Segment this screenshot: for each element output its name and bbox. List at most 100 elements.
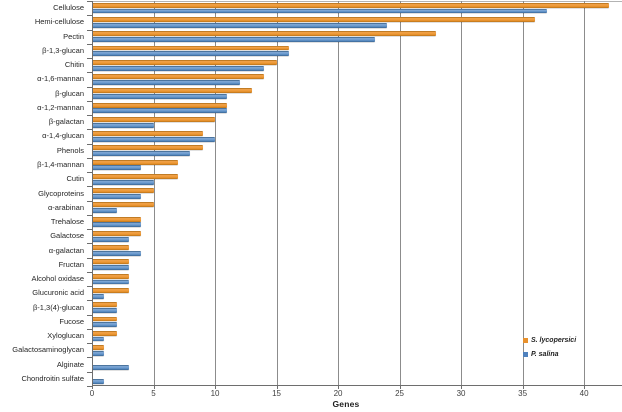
category-label: Galactose: [50, 231, 84, 241]
gridline: [276, 1, 278, 385]
category-label: Hemi-cellulose: [34, 17, 84, 27]
y-tick-mark: [87, 214, 92, 216]
y-tick-mark: [87, 271, 92, 273]
bar-s-lycopersici: [93, 302, 117, 308]
bar-s-lycopersici: [93, 216, 142, 222]
category-label: Phenols: [56, 145, 84, 155]
legend-swatch-p-salina-icon: [523, 351, 528, 357]
bar-p-salina: [93, 122, 154, 128]
category-label: Chondroitin sulfate: [21, 373, 84, 383]
bar-s-lycopersici: [93, 2, 609, 8]
y-tick-mark: [87, 129, 92, 131]
bar-p-salina: [93, 222, 142, 228]
gridline: [338, 1, 340, 385]
gridline: [215, 1, 217, 385]
legend-swatch-s-lycopersici-icon: [523, 337, 528, 343]
bar-row: [93, 129, 622, 143]
bar-row: [93, 329, 622, 343]
category-label: Fructan: [58, 259, 84, 269]
y-tick-mark: [87, 386, 92, 387]
bar-row: [93, 372, 622, 386]
category-label: Cutin: [66, 174, 84, 184]
y-tick-mark: [87, 200, 92, 202]
y-tick-mark: [87, 371, 92, 373]
x-tick-mark: [338, 386, 340, 389]
x-tick-mark: [399, 386, 401, 389]
bar-row: [93, 315, 622, 329]
y-tick-mark: [87, 29, 92, 31]
plot-area: [93, 1, 622, 386]
bar-row: [93, 186, 622, 200]
bar-row: [93, 144, 622, 158]
y-tick-mark: [87, 86, 92, 88]
category-label: Xyloglucan: [47, 331, 84, 341]
bar-p-salina: [93, 322, 117, 328]
x-tick-mark: [215, 386, 217, 389]
bar-row: [93, 272, 622, 286]
bar-row: [93, 243, 622, 257]
bar-p-salina: [93, 51, 289, 57]
bar-s-lycopersici: [93, 74, 265, 79]
bar-row: [93, 229, 622, 243]
x-tick-label: 5: [151, 389, 156, 398]
bar-s-lycopersici: [93, 102, 228, 108]
x-tick-mark: [153, 386, 155, 389]
y-tick-mark: [87, 328, 92, 330]
category-label: β-1,4-mannan: [37, 159, 84, 169]
y-tick-mark: [87, 314, 92, 316]
bar-row: [93, 101, 622, 115]
bar-row: [93, 1, 622, 15]
gridline: [153, 1, 155, 385]
bar-p-salina: [93, 350, 105, 356]
bar-s-lycopersici: [93, 31, 437, 37]
x-tick-label: 20: [333, 389, 343, 398]
bar-s-lycopersici: [93, 116, 216, 122]
bar-row: [93, 201, 622, 215]
category-label: Glucuronic acid: [32, 288, 84, 298]
category-label: β-1,3(4)-glucan: [32, 302, 84, 312]
y-tick-mark: [87, 15, 92, 17]
y-tick-mark: [87, 157, 92, 159]
y-tick-mark: [87, 357, 92, 359]
x-tick-label: 40: [579, 389, 589, 398]
y-tick-mark: [87, 72, 92, 74]
bar-row: [93, 300, 622, 314]
bar-s-lycopersici: [93, 259, 129, 265]
x-tick-mark: [276, 386, 278, 389]
x-tick-label: 30: [456, 389, 466, 398]
bar-p-salina: [93, 308, 117, 313]
x-tick-label: 10: [210, 389, 220, 398]
x-tick-label: 25: [395, 389, 404, 398]
bar-p-salina: [93, 365, 129, 370]
bar-p-salina: [93, 265, 129, 271]
bar-s-lycopersici: [93, 145, 203, 151]
bar-p-salina: [93, 179, 154, 185]
bar-s-lycopersici: [93, 88, 252, 94]
x-tick-mark: [522, 386, 524, 389]
category-label: Cellulose: [53, 3, 84, 13]
y-tick-mark: [87, 115, 92, 117]
bar-row: [93, 357, 622, 371]
gridline: [522, 1, 524, 385]
legend: S. lycopersici P. salina: [523, 333, 576, 361]
x-tick-mark: [584, 386, 586, 389]
bar-row: [93, 172, 622, 186]
y-tick-mark: [87, 1, 92, 2]
bar-s-lycopersici: [93, 316, 117, 322]
bar-p-salina: [93, 22, 388, 28]
bar-p-salina: [93, 336, 105, 342]
gridline: [461, 1, 463, 385]
bar-row: [93, 72, 622, 86]
y-tick-mark: [87, 243, 92, 245]
legend-label-s-lycopersici: S. lycopersici: [531, 336, 577, 344]
gridline: [399, 1, 401, 385]
category-label: α-arabinan: [47, 202, 84, 212]
category-label: Chitin: [64, 60, 84, 70]
category-label: β-galactan: [48, 117, 84, 127]
y-tick-mark: [87, 43, 92, 45]
bar-p-salina: [93, 193, 142, 199]
bar-s-lycopersici: [93, 345, 105, 350]
legend-label-p-salina: P. salina: [531, 350, 559, 358]
category-label: α-1,4-glucan: [42, 131, 84, 141]
